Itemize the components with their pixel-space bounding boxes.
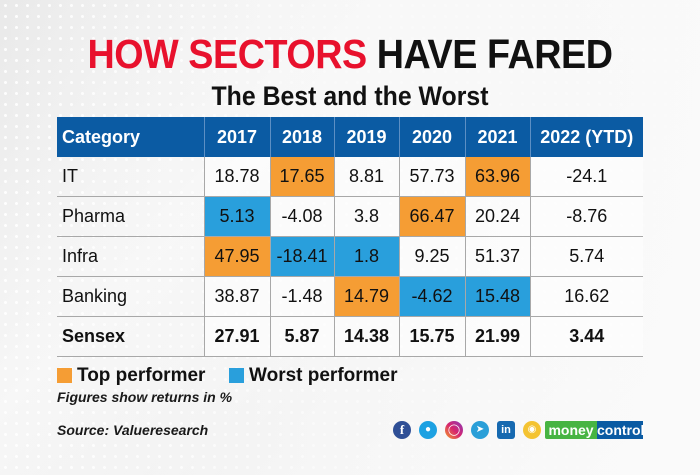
table-cell: 18.78 (203, 157, 270, 197)
row-label: Banking (57, 276, 204, 317)
table-cell: 15.75 (398, 316, 465, 357)
column-header-2017: 2017 (203, 117, 270, 157)
linkedin-icon[interactable]: in (497, 421, 515, 439)
table-cell: -24.1 (529, 157, 643, 197)
column-header-2020: 2020 (398, 117, 465, 157)
cell-top-performer: 17.65 (269, 157, 334, 197)
cell-worst-performer: 5.13 (203, 196, 270, 237)
table-cell: 57.73 (398, 157, 465, 197)
table-cell: 51.37 (464, 236, 530, 277)
cell-worst-performer: -4.62 (398, 276, 465, 317)
table-cell: 3.44 (529, 316, 643, 357)
figures-note: Figures show returns in % (57, 389, 233, 405)
table-cell: -1.48 (269, 276, 334, 317)
table-row-sensex: Sensex 27.91 5.87 14.38 15.75 21.99 3.44 (57, 316, 643, 357)
legend-swatch-worst (229, 368, 244, 383)
table-cell: 16.62 (529, 276, 643, 317)
table-cell: 38.87 (203, 276, 270, 317)
koo-icon[interactable]: ◉ (523, 421, 541, 439)
table-cell: -4.08 (269, 196, 334, 237)
instagram-icon[interactable]: ◯ (445, 421, 463, 439)
table-cell: 9.25 (398, 236, 465, 277)
row-label: Sensex (57, 316, 204, 357)
table-cell: 27.91 (203, 316, 270, 357)
column-header-2019: 2019 (333, 117, 399, 157)
cell-worst-performer: 1.8 (333, 236, 399, 277)
table-row-pharma: Pharma 5.13 -4.08 3.8 66.47 20.24 -8.76 (57, 196, 643, 237)
telegram-icon[interactable]: ➤ (471, 421, 489, 439)
cell-top-performer: 14.79 (333, 276, 399, 317)
returns-table: Category 2017 2018 2019 2020 2021 2022 (YTD) I… (57, 117, 643, 357)
row-label: Infra (57, 236, 204, 277)
column-header-2018: 2018 (269, 117, 334, 157)
table-header-row: Category 2017 2018 2019 2020 2021 2022 (YTD) (57, 117, 643, 157)
table-cell: 21.99 (464, 316, 530, 357)
table-cell: 8.81 (333, 157, 399, 197)
column-header-category: Category (57, 117, 204, 157)
legend-label-top: Top performer (77, 365, 206, 386)
cell-worst-performer: -18.41 (269, 236, 334, 277)
moneycontrol-logo: money control (545, 421, 645, 439)
table-cell: 14.38 (333, 316, 399, 357)
table-row-it: IT 18.78 17.65 8.81 57.73 63.96 -24.1 (57, 157, 643, 197)
twitter-icon[interactable]: ● (419, 421, 437, 439)
table-body: IT 18.78 17.65 8.81 57.73 63.96 -24.1 Pharma 5.1… (57, 157, 643, 357)
table-row-banking: Banking 38.87 -1.48 14.79 -4.62 15.48 16.62 (57, 276, 643, 317)
table-cell: -8.76 (529, 196, 643, 237)
cell-top-performer: 66.47 (398, 196, 465, 237)
page-title: HOW SECTORS HAVE FARED (28, 30, 672, 78)
page-subtitle: The Best and the Worst (211, 81, 489, 111)
table-cell: 3.8 (333, 196, 399, 237)
logo-control-part: control (597, 421, 645, 439)
legend-swatch-top (57, 368, 72, 383)
cell-top-performer: 63.96 (464, 157, 530, 197)
cell-worst-performer: 15.48 (464, 276, 530, 317)
row-label: Pharma (57, 196, 204, 237)
cell-top-performer: 47.95 (203, 236, 270, 277)
logo-money-part: money (545, 421, 597, 439)
source-note: Source: Valueresearch (57, 422, 209, 438)
table-row-infra: Infra 47.95 -18.41 1.8 9.25 51.37 5.74 (57, 236, 643, 277)
column-header-2022-ytd: 2022 (YTD) (529, 117, 643, 157)
table-cell: 5.87 (269, 316, 334, 357)
facebook-icon[interactable]: f (393, 421, 411, 439)
title-black-part: HAVE FARED (376, 31, 613, 77)
row-label: IT (57, 157, 204, 197)
title-red-part: HOW SECTORS (87, 31, 367, 77)
table-cell: 20.24 (464, 196, 530, 237)
legend-label-worst: Worst performer (249, 365, 398, 386)
column-header-2021: 2021 (464, 117, 530, 157)
table-cell: 5.74 (529, 236, 643, 277)
